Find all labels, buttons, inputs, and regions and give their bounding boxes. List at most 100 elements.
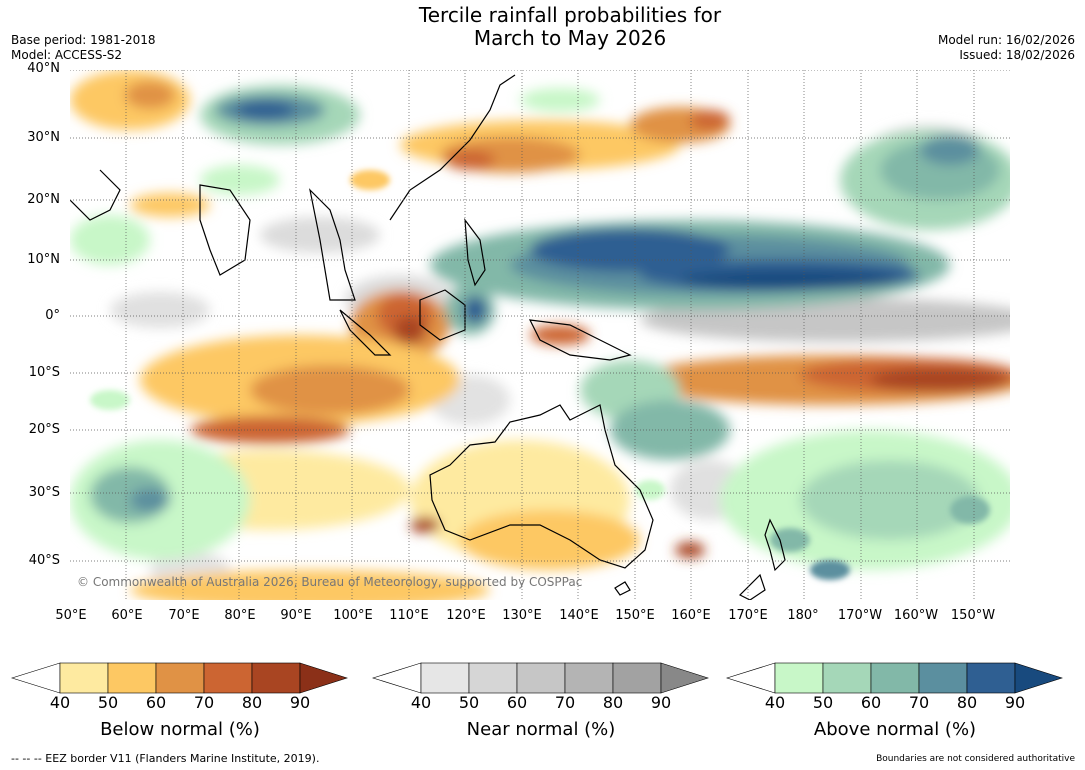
lon-label: 150°W [950,608,996,623]
meta-right: Model run: 16/02/2026 Issued: 18/02/2026 [938,33,1075,63]
cb-tick: 60 [860,693,882,712]
cb-tick: 40 [410,693,432,712]
philippines-coast [464,217,486,287]
lon-label: 160°W [893,608,939,623]
arabia-coast [70,169,121,221]
base-period: Base period: 1981-2018 [11,33,156,47]
lat-label: 30°N [27,130,60,145]
cb-swatch [203,662,253,694]
lon-label: 120°E [446,608,486,623]
sumatra-coast [339,309,392,356]
cb-tick: 40 [764,693,786,712]
lat-label: 30°S [28,485,60,500]
lon-label: 90°E [280,608,312,623]
colorbar-above-normal [725,662,1063,694]
cb-swatch [564,662,614,694]
colorbar-title-near: Near normal (%) [466,719,616,740]
cb-tick: 70 [193,693,215,712]
cb-swatch [107,662,157,694]
cb-swatch [822,662,872,694]
lon-label: 170°W [837,608,883,623]
lon-label: 80°E [224,608,256,623]
lat-label: 10°N [27,252,60,267]
lon-label: 160°E [671,608,711,623]
title-line-2: March to May 2026 [473,26,667,50]
lon-label: 110°E [389,608,429,623]
lat-label: 40°N [27,61,60,76]
copyright-text: © Commonwealth of Australia 2026, Bureau… [77,575,582,589]
colorbar-below-normal [10,662,348,694]
new-guinea-coast [528,319,632,361]
cb-tick: 80 [241,693,263,712]
lon-label: 130°E [502,608,542,623]
boundaries-disclaimer: Boundaries are not considered authoritat… [876,754,1075,764]
cb-tick: 90 [650,693,672,712]
southeast-asia-coast [309,188,356,301]
gridlines [70,70,1010,600]
chart-title: Tercile rainfall probabilities for March… [0,4,1085,50]
tasmania-coast [614,581,631,596]
colorbar-near-normal [371,662,709,694]
lon-label: 140°E [559,608,599,623]
small-scale-patches [90,170,990,580]
cb-tick: 50 [97,693,119,712]
colorbar-title-below: Below normal (%) [100,719,260,740]
cb-tick: 40 [49,693,71,712]
colorbars [10,662,1063,694]
australia-coast [429,404,654,569]
cb-swatch [251,662,301,694]
cb-swatch [966,662,1016,694]
borneo-coast [419,289,466,341]
lon-label: 70°E [168,608,200,623]
coastlines [70,74,786,600]
new-zealand-coast [738,518,786,600]
lat-label: 20°S [28,422,60,437]
cb-tick: 70 [554,693,576,712]
cb-tick: 50 [458,693,480,712]
cb-tick: 80 [602,693,624,712]
cb-tick: 90 [1004,693,1026,712]
model-run: Model run: 16/02/2026 [937,33,1075,47]
lat-label: 10°S [28,365,60,380]
cb-swatch [516,662,566,694]
issued-date: Issued: 18/02/2026 [959,48,1075,62]
cb-tick: 60 [506,693,528,712]
colorbar-title-above: Above normal (%) [813,719,977,740]
cb-swatch [468,662,518,694]
china-coast [389,74,516,221]
cb-swatch [725,662,776,694]
lon-label: 150°E [615,608,655,623]
map-canvas: © Commonwealth of Australia 2026, Bureau… [70,70,1010,600]
probability-map: © Commonwealth of Australia 2026, Bureau… [70,70,1010,600]
eez-border-note: -- -- -- EEZ border V11 (Flanders Marine… [11,752,320,765]
lon-label: 60°E [111,608,143,623]
cb-swatch [10,662,61,694]
cb-swatch [1014,662,1063,694]
title-line-1: Tercile rainfall probabilities for [418,3,722,27]
cb-swatch [918,662,968,694]
cb-swatch [155,662,205,694]
cb-swatch [299,662,348,694]
lon-label: 180° [787,608,819,623]
cb-swatch [371,662,422,694]
india-coast [199,184,251,276]
lat-label: 20°N [27,192,60,207]
cb-tick: 80 [956,693,978,712]
lon-label: 50°E [55,608,87,623]
cb-swatch [612,662,662,694]
cb-swatch [660,662,709,694]
cb-tick: 90 [289,693,311,712]
cb-tick: 50 [812,693,834,712]
lat-label: 40°S [28,553,60,568]
meta-left: Base period: 1981-2018 Model: ACCESS-S2 [11,33,156,63]
cb-swatch [774,662,824,694]
cb-tick: 60 [145,693,167,712]
lon-label: 100°E [333,608,373,623]
cb-swatch [59,662,109,694]
cb-swatch [420,662,470,694]
lon-label: 170°E [728,608,768,623]
lat-label: 0° [45,308,60,323]
model-name: Model: ACCESS-S2 [11,48,123,62]
cb-swatch [870,662,920,694]
cb-tick: 70 [908,693,930,712]
